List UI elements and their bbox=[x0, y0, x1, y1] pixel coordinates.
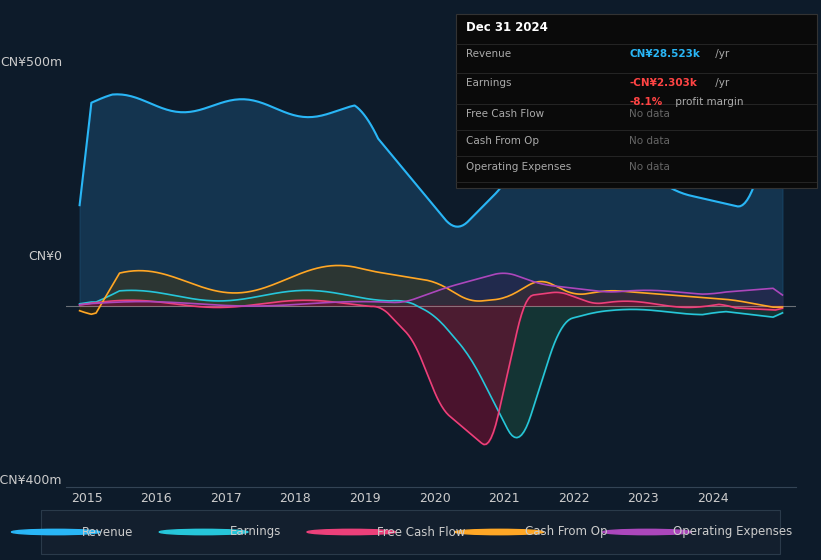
Text: CN¥28.523k: CN¥28.523k bbox=[629, 49, 700, 59]
Text: Earnings: Earnings bbox=[230, 525, 281, 539]
FancyBboxPatch shape bbox=[41, 510, 780, 554]
Text: No data: No data bbox=[629, 161, 670, 171]
Circle shape bbox=[455, 529, 544, 535]
Text: No data: No data bbox=[629, 136, 670, 146]
Text: Dec 31 2024: Dec 31 2024 bbox=[466, 21, 548, 34]
Circle shape bbox=[307, 529, 396, 535]
Text: Free Cash Flow: Free Cash Flow bbox=[378, 525, 466, 539]
Text: Cash From Op: Cash From Op bbox=[466, 136, 539, 146]
Circle shape bbox=[603, 529, 691, 535]
Text: CN¥500m: CN¥500m bbox=[0, 56, 62, 69]
Text: Revenue: Revenue bbox=[82, 525, 133, 539]
Text: /yr: /yr bbox=[712, 49, 729, 59]
Text: Operating Expenses: Operating Expenses bbox=[466, 161, 571, 171]
Text: Operating Expenses: Operating Expenses bbox=[673, 525, 792, 539]
Text: No data: No data bbox=[629, 110, 670, 119]
Text: -8.1%: -8.1% bbox=[629, 97, 663, 108]
Text: CN¥0: CN¥0 bbox=[28, 250, 62, 263]
Text: profit margin: profit margin bbox=[672, 97, 744, 108]
Text: Cash From Op: Cash From Op bbox=[525, 525, 608, 539]
Text: -CN¥2.303k: -CN¥2.303k bbox=[629, 78, 697, 88]
Text: -CN¥400m: -CN¥400m bbox=[0, 474, 62, 487]
Text: /yr: /yr bbox=[712, 78, 729, 88]
FancyBboxPatch shape bbox=[456, 14, 817, 188]
Circle shape bbox=[159, 529, 248, 535]
Circle shape bbox=[11, 529, 100, 535]
Text: Revenue: Revenue bbox=[466, 49, 511, 59]
Text: Free Cash Flow: Free Cash Flow bbox=[466, 110, 544, 119]
Text: Earnings: Earnings bbox=[466, 78, 512, 88]
